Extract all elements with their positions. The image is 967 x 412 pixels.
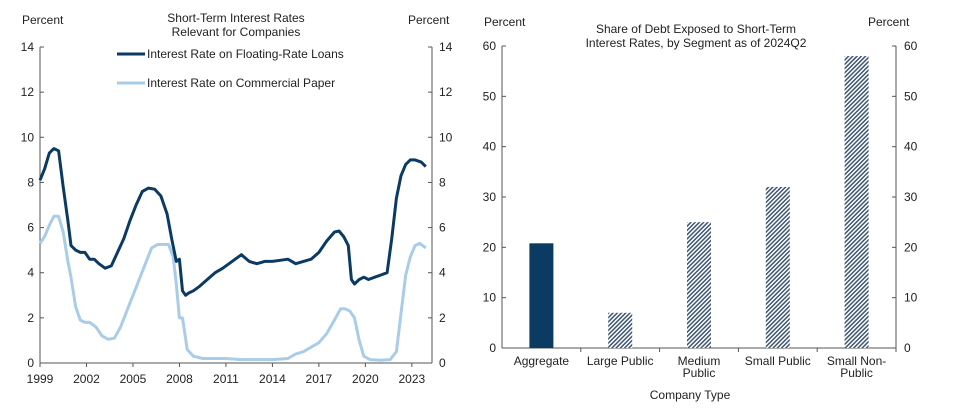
legend-label-floating: Interest Rate on Floating-Rate Loans	[147, 47, 344, 61]
bar-chart-y-tick-label-left: 10	[483, 291, 497, 305]
line-chart-legend: Interest Rate on Floating-Rate Loans Int…	[117, 47, 344, 90]
line-chart-x-tick-label: 2011	[213, 372, 239, 386]
bar-chart: Share of Debt Exposed to Short-Term Inte…	[483, 15, 918, 402]
bar-chart-y-tick-label-right: 50	[904, 89, 918, 103]
bar-chart-category-label: Public	[840, 366, 873, 380]
bar-chart-y-tick-label-left: 30	[483, 190, 497, 204]
bar-aggregate	[529, 243, 554, 348]
bar-chart-y-tick-label-right: 10	[904, 291, 918, 305]
bar-medium-public	[687, 222, 711, 348]
line-chart: Short-Term Interest Rates Relevant for C…	[21, 11, 453, 386]
bar-chart-category-label: Medium	[678, 354, 721, 368]
line-chart-title-line-1: Short-Term Interest Rates	[167, 11, 304, 25]
bar-chart-y-tick-label-right: 60	[904, 39, 918, 53]
bar-chart-y-tick-label-left: 50	[483, 89, 497, 103]
line-chart-y-tick-label-left: 6	[27, 221, 34, 235]
line-chart-y-tick-label-left: 10	[21, 130, 35, 144]
line-chart-axes: 0 0 2 2 4 4 6 6 8 8 10 10 12 12 14 14 1999 2002 2005 2008 20…	[21, 40, 453, 386]
bar-chart-x-axis-title: Company Type	[650, 388, 731, 402]
line-chart-y-tick-label-left: 12	[21, 85, 35, 99]
line-chart-x-tick-label: 2005	[120, 372, 147, 386]
bar-chart-category-label: Small Non-	[827, 354, 886, 368]
line-chart-x-tick-label: 2020	[352, 372, 379, 386]
line-chart-x-tick-label: 1999	[27, 372, 54, 386]
bar-chart-title-line-1: Share of Debt Exposed to Short-Term	[596, 22, 796, 36]
bar-chart-y-tick-label-left: 60	[483, 39, 497, 53]
line-chart-y-tick-label-left: 8	[27, 175, 34, 189]
bar-chart-y-tick-label-right: 40	[904, 140, 918, 154]
line-chart-y-tick-label-left: 14	[21, 40, 35, 54]
line-chart-y-tick-label-left: 4	[27, 266, 34, 280]
line-chart-y-tick-label-right: 0	[439, 356, 446, 370]
bar-chart-y-tick-label-left: 0	[489, 341, 496, 355]
line-chart-title-line-2: Relevant for Companies	[172, 25, 301, 39]
line-chart-x-tick-label: 2017	[306, 372, 333, 386]
line-chart-y-tick-label-right: 2	[439, 311, 446, 325]
bar-small-public	[765, 186, 790, 348]
bar-chart-y-tick-label-left: 40	[483, 140, 497, 154]
bar-chart-bars	[529, 56, 869, 349]
line-chart-x-tick-label: 2023	[399, 372, 426, 386]
line-chart-y-tick-label-right: 4	[439, 266, 446, 280]
line-chart-y-tick-label-right: 12	[439, 85, 453, 99]
bar-chart-category-label: Small Public	[745, 354, 811, 368]
line-chart-x-tick-label: 2014	[259, 372, 286, 386]
line-chart-y-tick-label-left: 2	[27, 311, 34, 325]
bar-chart-category-label: Aggregate	[514, 354, 570, 368]
series-line-commercial-paper	[38, 214, 427, 362]
line-chart-y-tick-label-right: 6	[439, 221, 446, 235]
bar-large-public	[608, 312, 633, 348]
line-chart-y-tick-label-right: 14	[439, 40, 453, 54]
bar-chart-category-label: Public	[683, 366, 716, 380]
legend-label-paper: Interest Rate on Commercial Paper	[147, 76, 335, 90]
bar-chart-y-tick-label-left: 20	[483, 240, 497, 254]
bar-chart-category-label: Large Public	[587, 354, 654, 368]
line-chart-y-tick-label-left: 0	[27, 356, 34, 370]
series-line-floating-rate-loans	[38, 147, 427, 297]
line-chart-x-tick-label: 2002	[73, 372, 100, 386]
line-chart-right-axis-unit: Percent	[408, 13, 450, 27]
line-chart-x-tick-label: 2008	[166, 372, 193, 386]
line-chart-y-tick-label-right: 10	[439, 130, 453, 144]
bar-chart-y-tick-label-right: 0	[904, 341, 911, 355]
bar-chart-title-line-2: Interest Rates, by Segment as of 2024Q2	[586, 36, 807, 50]
bar-small-non-public	[844, 56, 869, 349]
bar-chart-axes: 0 0 10 10 20 20 30 30 40 40 50 50 60 60 Aggregate Large…	[483, 39, 918, 380]
bar-chart-y-tick-label-right: 30	[904, 190, 918, 204]
line-chart-series	[38, 147, 427, 362]
bar-chart-left-axis-unit: Percent	[484, 15, 526, 29]
line-chart-y-tick-label-right: 8	[439, 175, 446, 189]
line-chart-left-axis-unit: Percent	[22, 13, 64, 27]
bar-chart-y-tick-label-right: 20	[904, 240, 918, 254]
bar-chart-right-axis-unit: Percent	[868, 15, 910, 29]
